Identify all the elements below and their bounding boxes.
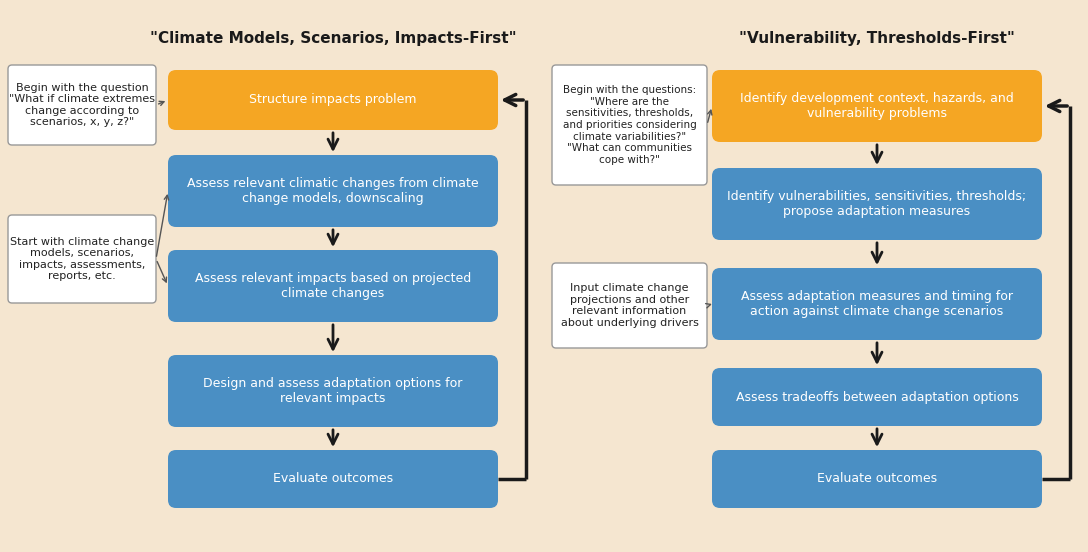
FancyBboxPatch shape bbox=[552, 65, 707, 185]
Text: "Climate Models, Scenarios, Impacts-First": "Climate Models, Scenarios, Impacts-Firs… bbox=[150, 30, 517, 45]
FancyBboxPatch shape bbox=[552, 263, 707, 348]
Text: Design and assess adaptation options for
relevant impacts: Design and assess adaptation options for… bbox=[203, 377, 462, 405]
FancyBboxPatch shape bbox=[712, 368, 1042, 426]
Text: Structure impacts problem: Structure impacts problem bbox=[249, 93, 417, 107]
Text: "Vulnerability, Thresholds-First": "Vulnerability, Thresholds-First" bbox=[739, 30, 1015, 45]
Text: Assess adaptation measures and timing for
action against climate change scenario: Assess adaptation measures and timing fo… bbox=[741, 290, 1013, 318]
FancyBboxPatch shape bbox=[712, 168, 1042, 240]
FancyBboxPatch shape bbox=[712, 268, 1042, 340]
FancyBboxPatch shape bbox=[168, 70, 498, 130]
FancyBboxPatch shape bbox=[168, 355, 498, 427]
Text: Assess relevant impacts based on projected
climate changes: Assess relevant impacts based on project… bbox=[195, 272, 471, 300]
Text: Identify vulnerabilities, sensitivities, thresholds;
propose adaptation measures: Identify vulnerabilities, sensitivities,… bbox=[728, 190, 1027, 218]
Text: Assess relevant climatic changes from climate
change models, downscaling: Assess relevant climatic changes from cl… bbox=[187, 177, 479, 205]
FancyBboxPatch shape bbox=[168, 155, 498, 227]
Text: Evaluate outcomes: Evaluate outcomes bbox=[817, 473, 937, 486]
FancyBboxPatch shape bbox=[8, 65, 156, 145]
FancyBboxPatch shape bbox=[8, 215, 156, 303]
Text: Input climate change
projections and other
relevant information
about underlying: Input climate change projections and oth… bbox=[560, 283, 698, 328]
Text: Begin with the question
"What if climate extremes
change according to
scenarios,: Begin with the question "What if climate… bbox=[9, 83, 154, 128]
FancyBboxPatch shape bbox=[712, 70, 1042, 142]
Text: Assess tradeoffs between adaptation options: Assess tradeoffs between adaptation opti… bbox=[735, 390, 1018, 404]
Text: Evaluate outcomes: Evaluate outcomes bbox=[273, 473, 393, 486]
FancyBboxPatch shape bbox=[168, 250, 498, 322]
Text: Identify development context, hazards, and
vulnerability problems: Identify development context, hazards, a… bbox=[740, 92, 1014, 120]
FancyBboxPatch shape bbox=[168, 450, 498, 508]
FancyBboxPatch shape bbox=[712, 450, 1042, 508]
Text: Start with climate change
models, scenarios,
impacts, assessments,
reports, etc.: Start with climate change models, scenar… bbox=[10, 237, 154, 282]
Text: Begin with the questions:
"Where are the
sensitivities, thresholds,
and prioriti: Begin with the questions: "Where are the… bbox=[562, 85, 696, 165]
